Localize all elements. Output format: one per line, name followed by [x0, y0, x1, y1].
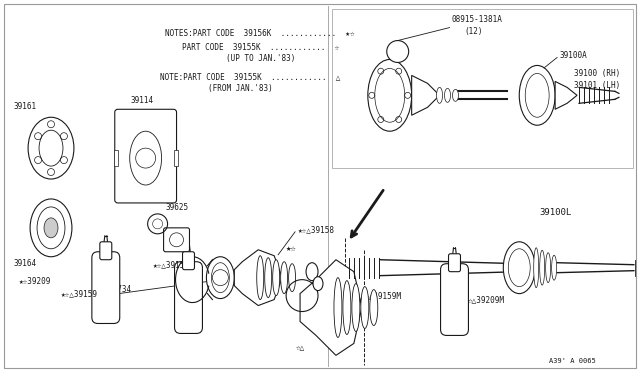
Text: 39625: 39625	[166, 203, 189, 212]
Text: ★☆△39158: ★☆△39158	[298, 225, 335, 234]
Text: 39164: 39164	[13, 259, 36, 268]
Ellipse shape	[503, 242, 535, 294]
Text: ★☆△39156: ★☆△39156	[152, 260, 189, 269]
Ellipse shape	[44, 218, 58, 238]
Ellipse shape	[281, 262, 287, 294]
Ellipse shape	[361, 286, 369, 328]
FancyBboxPatch shape	[115, 109, 177, 203]
Text: 39100A: 39100A	[559, 51, 587, 60]
Text: 39100L: 39100L	[539, 208, 572, 217]
Bar	[114, 150, 118, 166]
Polygon shape	[234, 250, 282, 305]
Text: 08915-1381A: 08915-1381A	[451, 15, 502, 23]
Ellipse shape	[445, 89, 451, 102]
Ellipse shape	[289, 264, 296, 292]
Polygon shape	[300, 260, 362, 355]
Text: PART CODE  39155K  ............  ☆: PART CODE 39155K ............ ☆	[182, 42, 339, 52]
Ellipse shape	[313, 277, 323, 291]
Text: W: W	[396, 49, 399, 54]
Ellipse shape	[352, 283, 360, 331]
Ellipse shape	[540, 250, 545, 285]
Text: 39161: 39161	[13, 102, 36, 111]
Text: 39100 (RH): 39100 (RH)	[574, 69, 620, 78]
FancyBboxPatch shape	[440, 264, 468, 336]
FancyBboxPatch shape	[100, 242, 112, 260]
FancyBboxPatch shape	[175, 262, 202, 333]
FancyBboxPatch shape	[182, 252, 195, 270]
Ellipse shape	[257, 256, 264, 299]
FancyBboxPatch shape	[92, 252, 120, 324]
Text: ★☆: ★☆	[286, 245, 297, 254]
Bar	[173, 150, 177, 166]
Ellipse shape	[28, 117, 74, 179]
Text: ★☆39209: ★☆39209	[19, 277, 51, 286]
Text: (FROM JAN.'83): (FROM JAN.'83)	[208, 84, 273, 93]
Text: ☆△: ☆△	[296, 343, 305, 352]
Text: 39734: 39734	[109, 285, 132, 294]
Ellipse shape	[306, 263, 318, 280]
Ellipse shape	[546, 253, 550, 283]
Ellipse shape	[273, 260, 280, 296]
Text: ☆△39159M: ☆△39159M	[365, 291, 402, 300]
Text: (UP TO JAN.'83): (UP TO JAN.'83)	[225, 54, 295, 64]
Text: ★☆△39159: ★☆△39159	[61, 289, 98, 298]
Text: A39' A 0065: A39' A 0065	[549, 358, 596, 364]
Text: NOTES:PART CODE  39156K  ............  ★☆: NOTES:PART CODE 39156K ............ ★☆	[165, 29, 355, 38]
Polygon shape	[555, 81, 577, 109]
Ellipse shape	[343, 280, 351, 334]
Text: NOTE:PART CODE  39155K  ............  △: NOTE:PART CODE 39155K ............ △	[160, 73, 340, 81]
FancyBboxPatch shape	[449, 254, 460, 272]
Ellipse shape	[207, 257, 234, 299]
Text: 39101 (LH): 39101 (LH)	[574, 81, 620, 90]
Ellipse shape	[334, 278, 342, 337]
Ellipse shape	[368, 60, 412, 131]
Bar	[332, 9, 633, 168]
Ellipse shape	[436, 87, 442, 103]
Ellipse shape	[552, 255, 557, 280]
Text: ☆△39209M: ☆△39209M	[467, 295, 504, 304]
Ellipse shape	[534, 248, 539, 288]
Ellipse shape	[265, 258, 272, 298]
FancyBboxPatch shape	[164, 228, 189, 252]
Polygon shape	[412, 76, 440, 115]
Text: 39114: 39114	[131, 96, 154, 105]
Text: (12): (12)	[465, 26, 483, 36]
Ellipse shape	[519, 65, 555, 125]
Ellipse shape	[370, 290, 378, 326]
Ellipse shape	[452, 89, 458, 101]
Circle shape	[387, 41, 409, 62]
Ellipse shape	[30, 199, 72, 257]
